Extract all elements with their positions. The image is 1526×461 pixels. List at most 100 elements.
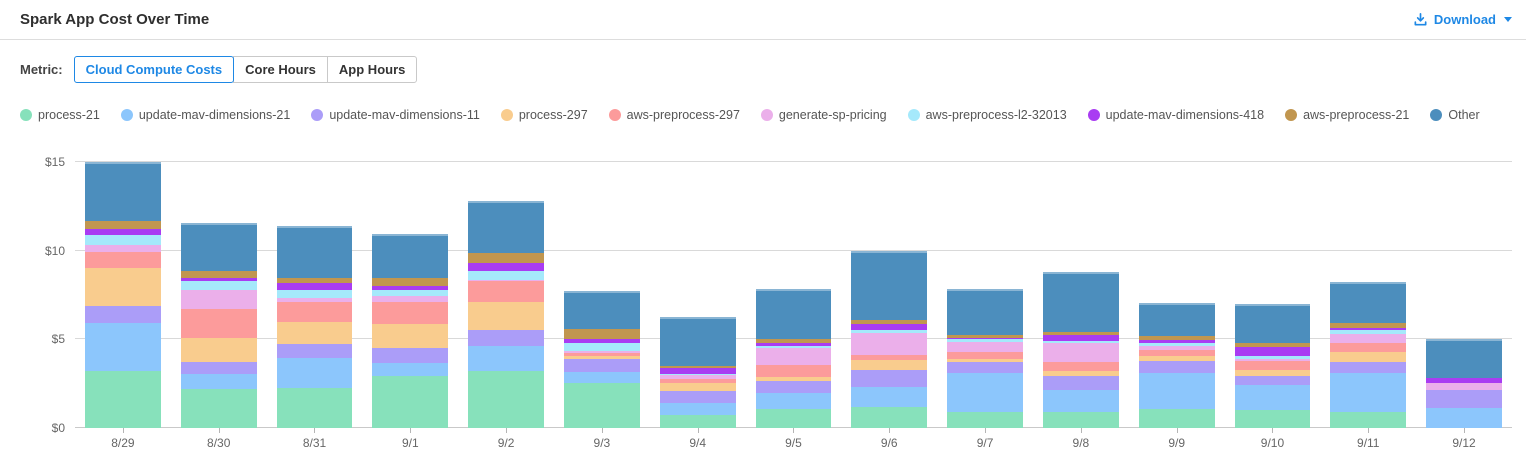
bar-segment-update-mav-dimensions-21[interactable] [947,372,1023,413]
bar-segment-other[interactable] [947,288,1023,335]
bar-segment-aws-preprocess-l2-32013[interactable] [180,280,257,290]
bar-segment-aws-preprocess-297[interactable] [564,352,640,356]
bar-segment-process-297[interactable] [851,360,928,370]
bar-segment-update-mav-dimensions-11[interactable] [755,380,832,394]
bar-segment-update-mav-dimensions-418[interactable] [1043,334,1119,341]
bar-segment-process-297[interactable] [1234,370,1311,376]
bar-segment-update-mav-dimensions-418[interactable] [85,229,161,235]
metric-tab-core-hours[interactable]: Core Hours [233,56,328,83]
bar-segment-aws-preprocess-21[interactable] [1043,331,1119,335]
bar-segment-generate-sp-pricing[interactable] [659,375,736,379]
stacked-bar-9-2[interactable] [468,162,544,428]
bar-segment-generate-sp-pricing[interactable] [1426,382,1502,391]
bar-segment-process-21[interactable] [1234,409,1311,428]
stacked-bar-9-10[interactable] [1234,162,1311,428]
bar-segment-update-mav-dimensions-11[interactable] [659,391,736,403]
bar-segment-aws-preprocess-l2-32013[interactable] [851,330,928,333]
bar-segment-update-mav-dimensions-11[interactable] [947,361,1023,373]
legend-item-aws-preprocess-21[interactable]: aws-preprocess-21 [1285,108,1409,122]
stacked-bar-9-5[interactable] [755,162,832,428]
bar-segment-update-mav-dimensions-418[interactable] [1330,327,1407,330]
bar-segment-other[interactable] [851,251,928,320]
bar-segment-update-mav-dimensions-21[interactable] [276,358,353,388]
legend-item-update-mav-dimensions-11[interactable]: update-mav-dimensions-11 [311,108,480,122]
bar-segment-other[interactable] [1330,281,1407,324]
bar-segment-process-21[interactable] [276,387,353,428]
bar-segment-aws-preprocess-l2-32013[interactable] [276,290,353,299]
legend-item-update-mav-dimensions-21[interactable]: update-mav-dimensions-21 [120,108,290,122]
bar-segment-other[interactable] [1138,302,1215,337]
bar-segment-process-297[interactable] [276,322,353,345]
bar-segment-process-21[interactable] [947,412,1023,428]
stacked-bar-9-4[interactable] [659,162,736,428]
bar-segment-update-mav-dimensions-21[interactable] [564,372,640,384]
bar-segment-process-297[interactable] [372,323,449,349]
bar-segment-update-mav-dimensions-11[interactable] [1138,361,1215,374]
bar-segment-aws-preprocess-297[interactable] [276,302,353,323]
bar-segment-generate-sp-pricing[interactable] [180,289,257,310]
bar-segment-aws-preprocess-297[interactable] [85,251,161,268]
bar-segment-aws-preprocess-297[interactable] [947,351,1023,359]
bar-segment-aws-preprocess-21[interactable] [468,253,544,264]
bar-segment-generate-sp-pricing[interactable] [564,350,640,353]
bar-segment-aws-preprocess-297[interactable] [468,281,544,303]
bar-segment-aws-preprocess-297[interactable] [1234,361,1311,371]
bar-segment-aws-preprocess-l2-32013[interactable] [564,343,640,351]
bar-segment-update-mav-dimensions-11[interactable] [468,329,544,346]
bar-segment-aws-preprocess-21[interactable] [85,221,161,230]
legend-item-other[interactable]: Other [1430,108,1480,122]
bar-segment-aws-preprocess-l2-32013[interactable] [85,234,161,246]
stacked-bar-9-6[interactable] [851,162,928,428]
bar-segment-process-21[interactable] [1330,411,1407,428]
bar-segment-update-mav-dimensions-11[interactable] [276,344,353,359]
bar-segment-update-mav-dimensions-418[interactable] [659,368,736,375]
bar-segment-other[interactable] [372,234,449,279]
bar-segment-process-297[interactable] [180,337,257,362]
bar-segment-generate-sp-pricing[interactable] [85,245,161,252]
bar-segment-update-mav-dimensions-11[interactable] [85,305,161,324]
bar-segment-update-mav-dimensions-21[interactable] [468,345,544,371]
bar-segment-process-21[interactable] [468,370,544,428]
bar-segment-process-21[interactable] [372,376,449,428]
bar-segment-update-mav-dimensions-418[interactable] [755,342,832,346]
bar-segment-aws-preprocess-297[interactable] [851,354,928,361]
legend-item-aws-preprocess-l2-32013[interactable]: aws-preprocess-l2-32013 [907,108,1067,122]
bar-segment-aws-preprocess-l2-32013[interactable] [1138,342,1215,347]
bar-segment-process-297[interactable] [947,358,1023,362]
bar-segment-update-mav-dimensions-11[interactable] [180,361,257,374]
bar-segment-update-mav-dimensions-418[interactable] [372,285,449,291]
legend-item-generate-sp-pricing[interactable]: generate-sp-pricing [760,108,887,122]
bar-segment-aws-preprocess-297[interactable] [1043,362,1119,371]
stacked-bar-9-11[interactable] [1330,162,1407,428]
bar-segment-generate-sp-pricing[interactable] [947,342,1023,352]
bar-segment-update-mav-dimensions-418[interactable] [1234,347,1311,356]
bar-segment-process-297[interactable] [659,383,736,392]
bar-segment-other[interactable] [1234,304,1311,344]
bar-segment-update-mav-dimensions-418[interactable] [276,282,353,291]
bar-segment-update-mav-dimensions-418[interactable] [1426,378,1502,383]
bar-segment-aws-preprocess-21[interactable] [1138,336,1215,340]
bar-segment-other[interactable] [180,223,257,272]
bar-segment-update-mav-dimensions-418[interactable] [947,337,1023,340]
bar-segment-update-mav-dimensions-11[interactable] [1043,375,1119,391]
bar-segment-aws-preprocess-21[interactable] [276,277,353,283]
bar-segment-aws-preprocess-21[interactable] [851,319,928,325]
bar-segment-aws-preprocess-297[interactable] [372,301,449,324]
bar-segment-process-21[interactable] [1138,408,1215,428]
bar-segment-process-21[interactable] [851,407,928,428]
bar-segment-aws-preprocess-l2-32013[interactable] [1043,340,1119,343]
bar-segment-generate-sp-pricing[interactable] [1138,346,1215,351]
bar-segment-update-mav-dimensions-21[interactable] [180,373,257,389]
bar-segment-update-mav-dimensions-11[interactable] [1330,362,1407,374]
bar-segment-generate-sp-pricing[interactable] [468,280,544,282]
bar-segment-update-mav-dimensions-21[interactable] [1234,385,1311,410]
bar-segment-process-297[interactable] [1330,352,1407,363]
bar-segment-process-297[interactable] [1138,356,1215,362]
stacked-bar-9-1[interactable] [372,162,449,428]
stacked-bar-9-9[interactable] [1138,162,1215,428]
bar-segment-aws-preprocess-297[interactable] [755,364,832,377]
bar-segment-aws-preprocess-l2-32013[interactable] [1330,329,1407,335]
bar-segment-generate-sp-pricing[interactable] [372,295,449,302]
bar-segment-process-297[interactable] [85,267,161,306]
bar-segment-process-297[interactable] [564,355,640,359]
